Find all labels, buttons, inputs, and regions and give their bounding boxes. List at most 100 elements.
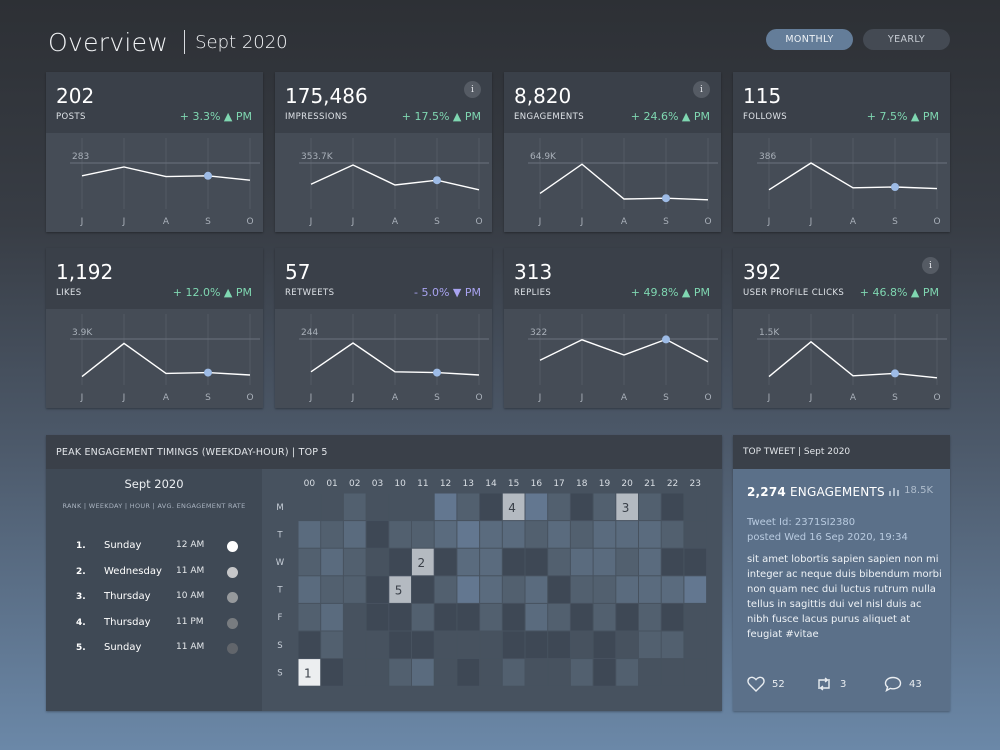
weekday-label: T xyxy=(276,586,283,596)
reference-label: 1.5K xyxy=(759,328,780,338)
sparkline-line xyxy=(81,342,251,378)
like-count: 52 xyxy=(772,678,785,690)
heat-cell xyxy=(548,493,570,521)
month-tick: J xyxy=(122,217,126,227)
current-month-marker xyxy=(891,369,899,378)
heat-cell xyxy=(684,493,707,521)
kpi-change: + 17.5% ▲ PM xyxy=(402,110,481,123)
month-tick: A xyxy=(850,217,857,227)
kpi-card-header: 115 FOLLOWS + 7.5% ▲ PM xyxy=(733,72,950,133)
rank-weekday: Sunday xyxy=(104,642,142,653)
heat-cell xyxy=(570,548,593,576)
kpi-change: - 5.0% ▼ PM xyxy=(414,286,481,299)
arrow-up-icon: ▲ xyxy=(223,110,233,123)
month-tick: S xyxy=(434,393,440,403)
sparkline-line xyxy=(539,163,709,201)
heat-cell xyxy=(661,631,684,659)
hour-label: 12 xyxy=(440,479,451,489)
heat-cell xyxy=(343,521,366,548)
weekday-label: S xyxy=(277,641,282,651)
heat-cell xyxy=(434,493,457,521)
heat-cell xyxy=(480,521,502,548)
heat-cell xyxy=(480,493,502,521)
tweet-actions: 52 3 43 xyxy=(747,676,942,696)
heat-cell xyxy=(570,631,593,659)
heat-cell xyxy=(434,576,457,603)
kpi-card-header: 57 RETWEETS - 5.0% ▼ PM xyxy=(275,248,492,309)
kpi-change-suffix: PM xyxy=(693,286,710,299)
rank-number: 1. xyxy=(76,541,86,551)
kpi-change: + 49.8% ▲ PM xyxy=(631,286,710,299)
tweet-id: Tweet Id: 2371SI2380 xyxy=(747,517,856,528)
rank-hour: 12 AM xyxy=(176,540,205,550)
engagement-rate-dot xyxy=(227,592,238,603)
kpi-card: 313 REPLIES + 49.8% ▲ PM 322 J J A S O xyxy=(504,248,721,408)
heat-cell xyxy=(343,603,366,631)
info-icon[interactable]: i xyxy=(922,257,939,274)
arrow-up-icon: ▲ xyxy=(223,286,233,299)
sparkline-svg: 386 J J A S O xyxy=(757,138,947,227)
hour-label: 10 xyxy=(394,479,406,489)
hour-label: 15 xyxy=(508,479,519,489)
month-tick: J xyxy=(538,217,542,227)
weekday-label: M xyxy=(276,503,283,513)
monthly-toggle-button[interactable]: MONTHLY xyxy=(766,29,853,50)
heat-cell xyxy=(684,548,707,576)
engagement-rate-dot xyxy=(227,541,238,552)
kpi-change-change: - 5.0% xyxy=(413,286,450,299)
rank-number: 5. xyxy=(76,643,86,653)
heat-cell xyxy=(593,576,616,603)
month-tick: J xyxy=(351,217,355,227)
kpi-sparkline: 3.9K J J A S O xyxy=(46,309,263,408)
rank-number: 3. xyxy=(76,592,86,602)
month-tick: J xyxy=(351,393,355,403)
kpi-change-change: + 17.5% xyxy=(401,110,450,123)
kpi-change-suffix: PM xyxy=(922,286,939,299)
like-action[interactable]: 52 xyxy=(747,676,785,692)
month-tick: S xyxy=(663,393,669,403)
heat-cell xyxy=(412,603,434,631)
heat-cell xyxy=(570,493,593,521)
kpi-label: ENGAGEMENTS xyxy=(514,112,584,122)
top-cell-rank: 4 xyxy=(508,501,516,515)
info-icon[interactable]: i xyxy=(464,81,481,98)
top-cell xyxy=(412,548,434,576)
month-tick: J xyxy=(809,393,813,403)
current-month-marker xyxy=(433,368,441,377)
heat-cell xyxy=(321,576,343,603)
heat-cell xyxy=(457,548,480,576)
kpi-card-header: 8,820 ENGAGEMENTS + 24.6% ▲ PM i xyxy=(504,72,721,133)
reply-action[interactable]: 43 xyxy=(884,676,922,692)
sparkline-svg: 322 J J A S O xyxy=(528,314,718,403)
heat-cell xyxy=(343,493,366,521)
rank-row: 4. Thursday 11 PM xyxy=(46,616,262,632)
heat-cell xyxy=(366,576,389,603)
reference-label: 283 xyxy=(72,152,89,162)
reference-label: 353.7K xyxy=(301,152,334,162)
month-tick: J xyxy=(80,393,84,403)
heat-cell xyxy=(298,603,321,631)
heat-cell xyxy=(321,548,343,576)
month-tick: J xyxy=(809,217,813,227)
heat-cell xyxy=(525,548,548,576)
bar-chart-icon xyxy=(889,487,900,496)
heat-cell xyxy=(548,603,570,631)
yearly-toggle-button[interactable]: YEARLY xyxy=(863,29,950,50)
retweet-action[interactable]: 3 xyxy=(815,676,846,692)
arrow-up-icon: ▲ xyxy=(910,110,920,123)
info-icon[interactable]: i xyxy=(693,81,710,98)
heat-cell xyxy=(593,631,616,659)
kpi-sparkline: 353.7K J J A S O xyxy=(275,133,492,232)
header: Overview Sept 2020 xyxy=(48,24,288,60)
sparkline-svg: 244 J J A S O xyxy=(299,314,489,403)
kpi-value: 8,820 xyxy=(514,84,572,108)
current-month-marker xyxy=(662,194,670,203)
kpi-label: POSTS xyxy=(56,112,86,122)
heat-cell xyxy=(434,521,457,548)
heat-cell xyxy=(343,576,366,603)
kpi-sparkline: 386 J J A S O xyxy=(733,133,950,232)
engagement-rate-dot xyxy=(227,643,238,654)
tweet-meta: Tweet Id: 2371SI2380 posted Wed 16 Sep 2… xyxy=(747,515,908,545)
heat-cell xyxy=(639,603,661,631)
heat-cell xyxy=(616,659,638,686)
